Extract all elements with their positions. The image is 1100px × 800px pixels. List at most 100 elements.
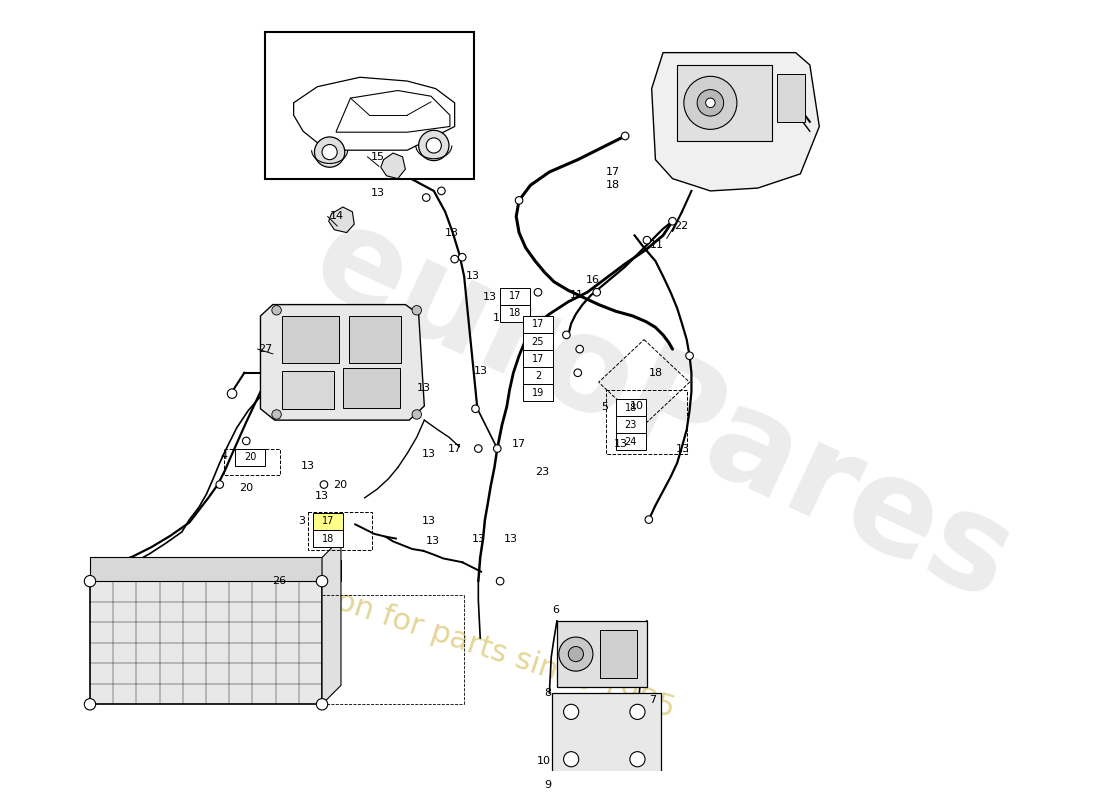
Text: 10: 10: [630, 401, 645, 411]
Bar: [235, 449, 265, 466]
Polygon shape: [651, 53, 820, 191]
Circle shape: [630, 752, 645, 767]
Text: 6: 6: [552, 605, 559, 614]
Text: 13: 13: [301, 461, 316, 470]
Text: 17: 17: [509, 291, 521, 301]
Circle shape: [272, 306, 282, 315]
Bar: [522, 316, 553, 333]
Circle shape: [562, 331, 570, 338]
Circle shape: [228, 389, 236, 398]
Text: euroPares: euroPares: [294, 194, 1032, 628]
Circle shape: [315, 137, 344, 167]
Circle shape: [669, 218, 676, 225]
Bar: [616, 434, 646, 450]
Text: 13: 13: [472, 534, 486, 543]
Text: 23: 23: [536, 467, 549, 478]
Text: 17: 17: [321, 517, 334, 526]
Text: 11: 11: [570, 290, 583, 300]
Circle shape: [459, 254, 466, 261]
Circle shape: [85, 698, 96, 710]
Circle shape: [705, 98, 715, 107]
Bar: [777, 74, 805, 122]
Circle shape: [318, 701, 326, 708]
Text: 13: 13: [676, 443, 691, 454]
Text: 2: 2: [535, 370, 541, 381]
Bar: [312, 513, 343, 530]
Circle shape: [412, 410, 421, 419]
Text: 26: 26: [272, 576, 286, 586]
Polygon shape: [294, 78, 454, 150]
Text: 18: 18: [625, 403, 637, 413]
Text: 17: 17: [512, 439, 526, 449]
Text: 11: 11: [650, 240, 663, 250]
Bar: [678, 65, 772, 141]
Text: 18: 18: [509, 308, 521, 318]
Circle shape: [684, 76, 737, 130]
Circle shape: [685, 352, 693, 359]
Circle shape: [438, 187, 446, 194]
Polygon shape: [381, 153, 406, 178]
Circle shape: [574, 369, 582, 377]
Polygon shape: [90, 560, 341, 584]
Text: 13: 13: [474, 366, 487, 376]
Text: 4: 4: [220, 451, 228, 461]
Circle shape: [419, 130, 449, 161]
Circle shape: [318, 578, 326, 585]
Bar: [557, 621, 647, 687]
Text: 15: 15: [372, 152, 385, 162]
Circle shape: [86, 701, 94, 708]
Text: 13: 13: [426, 536, 440, 546]
Text: 14: 14: [330, 211, 343, 222]
Text: 5: 5: [601, 402, 608, 412]
Text: 17: 17: [448, 443, 462, 454]
Circle shape: [563, 704, 579, 719]
Circle shape: [494, 445, 502, 452]
Text: 13: 13: [504, 534, 518, 543]
Circle shape: [563, 752, 579, 767]
Circle shape: [322, 145, 338, 160]
Bar: [312, 530, 343, 547]
Circle shape: [630, 704, 645, 719]
Circle shape: [645, 795, 658, 800]
Text: 25: 25: [531, 337, 544, 346]
Bar: [522, 384, 553, 401]
Bar: [522, 350, 553, 367]
Circle shape: [412, 306, 421, 315]
Circle shape: [515, 197, 522, 204]
Text: 27: 27: [257, 344, 272, 354]
Circle shape: [644, 236, 651, 244]
Circle shape: [242, 437, 250, 445]
Circle shape: [85, 575, 96, 587]
Text: 10: 10: [537, 756, 551, 766]
Circle shape: [426, 138, 441, 153]
Bar: [552, 693, 661, 778]
Bar: [616, 416, 646, 434]
Text: 18: 18: [606, 180, 620, 190]
Text: 13: 13: [446, 227, 459, 238]
Bar: [538, 774, 675, 797]
Text: 7: 7: [649, 694, 656, 705]
Text: 18: 18: [321, 534, 333, 543]
Bar: [500, 287, 530, 305]
Circle shape: [320, 481, 328, 488]
Circle shape: [496, 578, 504, 585]
Text: 19: 19: [532, 388, 544, 398]
Bar: [606, 390, 686, 454]
Text: 20: 20: [239, 483, 253, 494]
Circle shape: [593, 289, 601, 296]
Bar: [349, 316, 400, 363]
Text: 24: 24: [625, 437, 637, 447]
Circle shape: [317, 698, 328, 710]
Bar: [522, 367, 553, 384]
Text: 22: 22: [674, 221, 689, 231]
Text: 8: 8: [544, 688, 551, 698]
Circle shape: [621, 132, 629, 140]
Bar: [522, 333, 553, 350]
Bar: [600, 630, 638, 678]
Circle shape: [559, 637, 593, 671]
Text: 9: 9: [544, 780, 551, 790]
Text: 20: 20: [244, 452, 256, 462]
Text: 3: 3: [298, 515, 305, 526]
Circle shape: [272, 410, 282, 419]
Text: 17: 17: [606, 167, 620, 177]
